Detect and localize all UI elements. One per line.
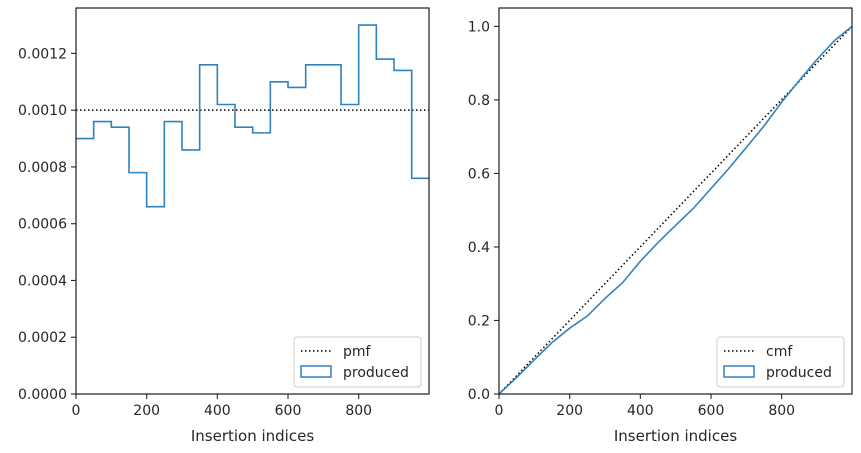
histogram-plot-area <box>76 24 429 208</box>
cumulative-produced-series <box>499 25 852 394</box>
cumulative-ticks: 0 200 400 600 800 0.0 0.2 0.4 0.6 0.8 1.0 <box>468 19 795 419</box>
histogram-legend-produced-label: produced <box>343 365 409 381</box>
cumulative-axes-frame <box>498 7 853 395</box>
histogram-legend: pmf produced <box>293 336 422 388</box>
histogram-y-tick-label: 0.0004 <box>18 273 67 289</box>
histogram-x-tick-label: 800 <box>345 403 372 419</box>
histogram-x-tick-label: 200 <box>133 403 160 419</box>
cumulative-legend-produced-label: produced <box>766 365 832 381</box>
histogram-x-axis-label: Insertion indices <box>191 427 314 445</box>
histogram-y-tick-label: 0.0000 <box>18 387 67 403</box>
histogram-marks <box>76 24 429 208</box>
cumulative-y-tick-label: 0.8 <box>468 93 490 109</box>
cumulative-legend-produced-swatch <box>723 365 755 378</box>
histogram-produced-series <box>76 24 429 208</box>
cumulative-x-tick-label: 200 <box>556 403 583 419</box>
cumulative-x-tick-label: 800 <box>768 403 795 419</box>
cumulative-y-tick-label: 0.0 <box>468 387 490 403</box>
histogram-y-tick-label: 0.0006 <box>18 217 67 233</box>
histogram-x-tick-label: 0 <box>72 403 81 419</box>
cumulative-y-tick-label: 0.2 <box>468 313 490 329</box>
cumulative-x-tick-label: 400 <box>627 403 654 419</box>
cumulative-x-tick-label: 600 <box>698 403 725 419</box>
cumulative-legend-box <box>716 336 845 388</box>
cumulative-x-tick-label: 0 <box>495 403 504 419</box>
cumulative-y-tick-label: 1.0 <box>468 19 490 35</box>
histogram-axes-frame <box>75 7 430 395</box>
histogram-ticks: 0 200 400 600 800 0.0000 0.0002 0.0004 0.0006 0.0… <box>18 46 372 419</box>
histogram-legend-box <box>293 336 422 388</box>
histogram-panel: 0 200 400 600 800 0.0000 0.0002 0.0004 0.0006 0.0… <box>18 7 430 445</box>
cumulative-x-axis-label: Insertion indices <box>614 427 737 445</box>
histogram-y-tick-label: 0.0012 <box>18 46 67 62</box>
cumulative-y-tick-label: 0.4 <box>468 240 490 256</box>
cumulative-plot-area <box>499 25 852 394</box>
histogram-x-tick-label: 400 <box>204 403 231 419</box>
cumulative-panel: 0 200 400 600 800 0.0 0.2 0.4 0.6 0.8 1.0 Insertio… <box>468 7 853 445</box>
histogram-y-tick-label: 0.0010 <box>18 103 67 119</box>
histogram-legend-pmf-label: pmf <box>343 344 372 360</box>
cumulative-legend: cmf produced <box>716 336 845 388</box>
histogram-x-tick-label: 600 <box>275 403 302 419</box>
cumulative-marks <box>499 25 852 394</box>
cumulative-legend-cmf-label: cmf <box>766 344 793 360</box>
cumulative-y-tick-label: 0.6 <box>468 166 490 182</box>
histogram-legend-produced-swatch <box>300 365 332 378</box>
histogram-y-tick-label: 0.0008 <box>18 160 67 176</box>
histogram-y-tick-label: 0.0002 <box>18 330 67 346</box>
